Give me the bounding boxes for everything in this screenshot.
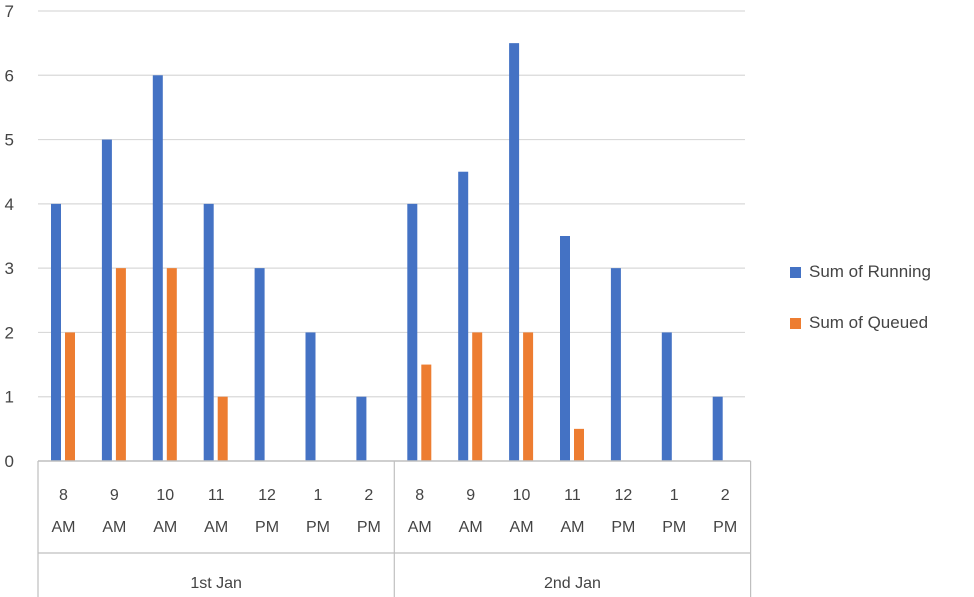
x-tick-label-hour: 8 [415,487,424,504]
bar-running [305,332,316,461]
bar-running [661,332,672,461]
x-tick-label-period: AM [153,519,177,536]
y-tick-label: 0 [5,452,14,471]
legend-label-running: Sum of Running [809,262,931,281]
legend-swatch-running [790,266,801,278]
x-tick-label-period: PM [662,519,686,536]
x-tick-label-hour: 10 [513,487,531,504]
legend-item-queued: Sum of Queued [790,309,931,337]
x-tick-label-hour: 1 [313,487,322,504]
x-tick-label-period: PM [357,519,381,536]
y-axis: 0 1 2 3 4 5 6 7 [5,2,14,471]
x-group-label: 1st Jan [190,575,242,592]
gridlines [38,10,745,398]
x-tick-label-period: AM [510,519,534,536]
x-tick-label-hour: 12 [258,487,276,504]
x-tick-label-hour: 10 [156,487,174,504]
x-group-label: 2nd Jan [544,575,601,592]
legend: Sum of Running Sum of Queued [790,258,931,360]
legend-swatch-queued [790,317,801,329]
bar-running [51,203,61,461]
bar-queued [115,268,126,461]
x-tick-label-period: AM [459,519,483,536]
bars [51,43,723,462]
x-tick-label-period: PM [306,519,330,536]
bar-queued [166,268,177,461]
bar-running [712,396,723,461]
bar-running [203,203,214,461]
x-tick-label-hour: 11 [564,487,581,504]
x-tick-label-hour: 12 [614,487,632,504]
y-tick-label: 5 [5,131,14,150]
bar-queued [523,332,534,461]
bar-queued [472,332,483,461]
bar-running [458,171,469,461]
x-tick-label-hour: 11 [208,487,225,504]
legend-item-running: Sum of Running [790,258,931,286]
y-tick-label: 3 [5,259,14,278]
bar-queued [421,364,432,461]
x-tick-label-period: AM [408,519,432,536]
bar-running [152,75,163,462]
x-tick-label-period: PM [611,519,635,536]
bar-running [254,268,265,461]
x-tick-label-hour: 9 [110,487,119,504]
y-tick-label: 2 [5,323,14,342]
bar-running [356,396,367,461]
x-tick-label-hour: 2 [721,487,730,504]
bar-running [101,139,112,462]
bar-queued [217,396,228,461]
x-tick-label-period: PM [713,519,737,536]
bar-running [560,236,570,461]
y-tick-label: 6 [5,66,14,85]
x-tick-label-period: AM [102,519,126,536]
x-tick-label-hour: 9 [466,487,475,504]
bar-running [407,203,418,461]
x-tick-label-hour: 8 [59,487,68,504]
x-tick-label-period: PM [255,519,279,536]
bar-queued [574,428,584,461]
x-tick-label-period: AM [204,519,228,536]
y-tick-label: 7 [5,2,14,21]
x-tick-label-period: AM [51,519,75,536]
legend-label-queued: Sum of Queued [809,313,929,332]
x-tick-label-hour: 2 [364,487,373,504]
x-tick-label-hour: 1 [670,487,679,504]
bar-running [610,268,621,461]
bar-running [509,43,520,462]
y-tick-label: 4 [5,195,14,214]
x-tick-label-period: AM [560,519,584,536]
y-tick-label: 1 [5,388,14,407]
bar-queued [65,332,75,461]
